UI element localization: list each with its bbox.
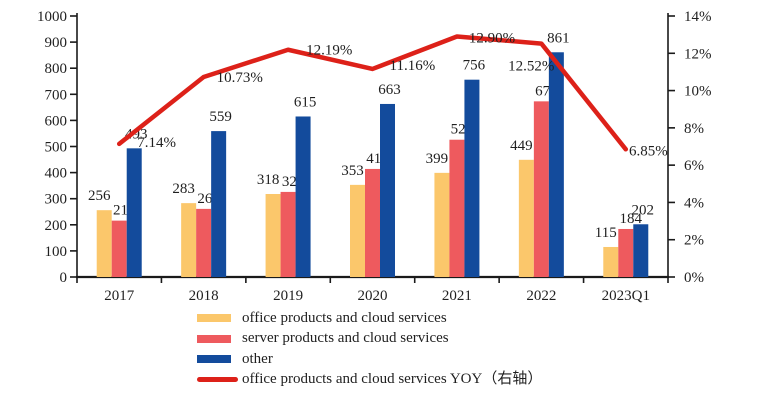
right-axis-tick-label: 8% <box>684 121 704 137</box>
bar-value-label: 399 <box>426 151 449 167</box>
bar-series2-2019 <box>295 116 311 277</box>
bar-series1-2021 <box>449 139 465 277</box>
left-axis-tick-label: 500 <box>45 140 68 156</box>
legend-swatch-server <box>197 334 231 343</box>
legend-swatch-office <box>197 314 231 323</box>
bar-value-label: 318 <box>257 172 280 188</box>
bar-series0-2018 <box>181 203 197 277</box>
bar-value-label: 115 <box>595 225 617 241</box>
bar-series2-2018 <box>211 131 227 277</box>
right-axis-tick-label: 10% <box>684 84 712 100</box>
bar-series2-2022 <box>548 52 564 278</box>
bar-value-label: 663 <box>378 82 401 98</box>
bar-series2-2023Q1 <box>633 224 649 277</box>
legend-swatch-wrap <box>197 314 238 323</box>
x-axis-category-label: 2023Q1 <box>602 288 650 304</box>
yoy-line <box>116 34 629 152</box>
left-axis-tick-label: 900 <box>45 35 68 51</box>
bar-series0-2019 <box>265 194 281 277</box>
legend-swatch-other <box>197 355 231 364</box>
yoy-point-label: 12.19% <box>306 43 352 59</box>
bar-series1-2019 <box>280 191 296 277</box>
legend-item-yoy: office products and cloud services YOY（右… <box>197 370 542 391</box>
bar-series2-2017 <box>126 148 142 277</box>
right-axis-tick-label: 14% <box>684 9 712 25</box>
x-axis-category-label: 2018 <box>189 288 219 304</box>
bar-value-label: 283 <box>172 181 195 197</box>
bar-value-label: 353 <box>341 163 364 179</box>
left-axis-tick-label: 0 <box>60 270 68 286</box>
right-axis-tick-label: 4% <box>684 195 704 211</box>
bar-value-label: 615 <box>294 94 317 110</box>
left-axis-tick-label: 100 <box>45 244 68 260</box>
yoy-point-label: 11.16% <box>390 58 436 74</box>
yoy-point-label: 12.52% <box>508 59 554 75</box>
legend-swatch-wrap <box>197 334 238 343</box>
bar-series1-2020 <box>365 168 380 277</box>
legend-label-yoy: office products and cloud services YOY（右… <box>242 371 543 388</box>
bar-series0-2020 <box>350 184 365 277</box>
left-axis-tick-label: 1000 <box>37 9 67 25</box>
bar-value-label: 184 <box>620 211 643 227</box>
right-axis-tick-label: 6% <box>684 158 704 174</box>
bar-series0-2021 <box>434 172 450 277</box>
bar-value-label: 202 <box>632 202 655 218</box>
left-axis-tick-label: 400 <box>45 166 68 182</box>
x-axis-category-label: 2021 <box>442 288 472 304</box>
x-axis-category-label: 2019 <box>273 288 303 304</box>
bar-value-label: 559 <box>209 109 232 125</box>
bar-series1-2017 <box>111 220 127 277</box>
x-axis-category-label: 2017 <box>104 288 135 304</box>
right-axis-tick-label: 12% <box>684 46 712 62</box>
legend-label-office: office products and cloud services <box>242 309 447 326</box>
x-axis-category-label: 2020 <box>358 288 388 304</box>
bar-value-label: 449 <box>510 138 533 154</box>
chart-legend: office products and cloud services serve… <box>197 308 542 390</box>
yoy-point-label: 7.14% <box>137 135 176 151</box>
yoy-point-label: 12.90% <box>469 31 515 47</box>
bar-series0-2017 <box>96 210 112 277</box>
yoy-point-label: 10.73% <box>217 70 263 86</box>
bar-value-label: 493 <box>125 126 148 142</box>
bar-series1-2022 <box>533 101 549 277</box>
bar-series1-2023Q1 <box>618 228 634 277</box>
left-axis-tick-label: 600 <box>45 113 68 129</box>
left-axis-tick-label: 200 <box>45 218 68 234</box>
legend-item-other: other <box>197 349 542 370</box>
x-axis-category-label: 2022 <box>526 288 556 304</box>
bar-value-label: 756 <box>463 58 486 74</box>
right-axis-tick-label: 0% <box>684 270 704 286</box>
legend-swatch-wrap <box>197 377 238 383</box>
left-axis-tick-label: 300 <box>45 192 68 208</box>
legend-swatch-wrap <box>197 355 238 364</box>
left-axis-tick-label: 700 <box>45 87 68 103</box>
right-axis-tick-label: 2% <box>684 233 704 249</box>
yoy-point-label: 6.85% <box>629 143 668 159</box>
legend-swatch-yoy-line <box>197 377 238 383</box>
bar-series2-2020 <box>380 103 395 277</box>
legend-label-other: other <box>242 350 273 367</box>
bar-value-label: 861 <box>547 30 570 46</box>
legend-item-office: office products and cloud services <box>197 308 542 329</box>
bar-value-label: 256 <box>88 188 111 204</box>
bar-series0-2023Q1 <box>603 246 619 277</box>
left-axis-tick-label: 800 <box>45 61 68 77</box>
legend-item-server: server products and cloud services <box>197 329 542 350</box>
bar-series0-2022 <box>518 159 534 277</box>
bar-series1-2018 <box>196 208 212 277</box>
legend-label-server: server products and cloud services <box>242 330 449 347</box>
bar-series2-2021 <box>464 79 480 278</box>
